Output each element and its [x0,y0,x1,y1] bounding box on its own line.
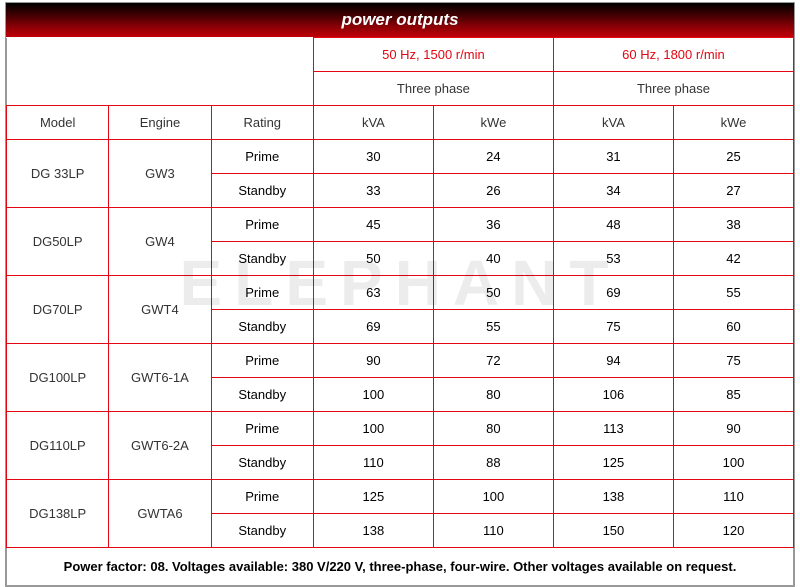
value-cell: 100 [433,480,553,514]
model-cell: DG110LP [7,412,109,480]
value-cell: 38 [673,208,793,242]
engine-cell: GW4 [109,208,211,276]
engine-cell: GWT4 [109,276,211,344]
value-cell: 34 [553,174,673,208]
value-cell: 60 [673,310,793,344]
value-cell: 125 [313,480,433,514]
value-cell: 63 [313,276,433,310]
rating-cell: Standby [211,242,313,276]
value-cell: 30 [313,140,433,174]
rating-cell: Prime [211,208,313,242]
rating-cell: Standby [211,446,313,480]
value-cell: 42 [673,242,793,276]
value-cell: 72 [433,344,553,378]
rating-cell: Standby [211,310,313,344]
value-cell: 100 [313,378,433,412]
value-cell: 55 [673,276,793,310]
value-cell: 69 [313,310,433,344]
rating-cell: Prime [211,412,313,446]
engine-cell: GWT6-1A [109,344,211,412]
rating-cell: Standby [211,378,313,412]
model-cell: DG100LP [7,344,109,412]
engine-cell: GWT6-2A [109,412,211,480]
value-cell: 85 [673,378,793,412]
value-cell: 36 [433,208,553,242]
value-cell: 50 [433,276,553,310]
value-cell: 94 [553,344,673,378]
value-cell: 138 [553,480,673,514]
value-cell: 31 [553,140,673,174]
col-kwe-60: kWe [673,106,793,140]
blank-header [7,38,314,106]
value-cell: 100 [673,446,793,480]
value-cell: 138 [313,514,433,548]
rating-cell: Prime [211,480,313,514]
col-model: Model [7,106,109,140]
col-engine: Engine [109,106,211,140]
value-cell: 90 [673,412,793,446]
value-cell: 106 [553,378,673,412]
value-cell: 100 [313,412,433,446]
value-cell: 53 [553,242,673,276]
value-cell: 110 [313,446,433,480]
value-cell: 125 [553,446,673,480]
power-outputs-table: 50 Hz, 1500 r/min 60 Hz, 1800 r/min Thre… [6,37,794,586]
footer-row: Power factor: 08. Voltages available: 38… [7,548,794,586]
table-row: DG70LPGWT4Prime63506955 [7,276,794,310]
value-cell: 25 [673,140,793,174]
value-cell: 110 [433,514,553,548]
table-row: DG50LPGW4Prime45364838 [7,208,794,242]
rating-cell: Standby [211,514,313,548]
model-cell: DG 33LP [7,140,109,208]
value-cell: 33 [313,174,433,208]
table-row: DG100LPGWT6-1APrime90729475 [7,344,794,378]
value-cell: 55 [433,310,553,344]
phase-60: Three phase [553,72,793,106]
col-kva-50: kVA [313,106,433,140]
engine-cell: GWTA6 [109,480,211,548]
col-kva-60: kVA [553,106,673,140]
phase-50: Three phase [313,72,553,106]
value-cell: 40 [433,242,553,276]
value-cell: 50 [313,242,433,276]
table-container: power outputs 50 Hz, 1500 r/min 60 Hz, 1… [5,2,795,587]
table-row: DG110LPGWT6-2APrime1008011390 [7,412,794,446]
header-row-1: 50 Hz, 1500 r/min 60 Hz, 1800 r/min [7,38,794,72]
freq-50hz: 50 Hz, 1500 r/min [313,38,553,72]
freq-60hz: 60 Hz, 1800 r/min [553,38,793,72]
engine-cell: GW3 [109,140,211,208]
rating-cell: Prime [211,140,313,174]
value-cell: 48 [553,208,673,242]
col-rating: Rating [211,106,313,140]
value-cell: 75 [673,344,793,378]
rating-cell: Prime [211,344,313,378]
value-cell: 90 [313,344,433,378]
title-bar: power outputs [6,3,794,37]
model-cell: DG50LP [7,208,109,276]
table-row: DG 33LPGW3Prime30243125 [7,140,794,174]
value-cell: 27 [673,174,793,208]
footer-note: Power factor: 08. Voltages available: 38… [7,548,794,586]
value-cell: 26 [433,174,553,208]
value-cell: 24 [433,140,553,174]
value-cell: 150 [553,514,673,548]
model-cell: DG138LP [7,480,109,548]
value-cell: 80 [433,412,553,446]
value-cell: 120 [673,514,793,548]
value-cell: 45 [313,208,433,242]
value-cell: 88 [433,446,553,480]
title-text: power outputs [341,10,458,29]
value-cell: 69 [553,276,673,310]
header-row-3: Model Engine Rating kVA kWe kVA kWe [7,106,794,140]
rating-cell: Standby [211,174,313,208]
table-row: DG138LPGWTA6Prime125100138110 [7,480,794,514]
model-cell: DG70LP [7,276,109,344]
col-kwe-50: kWe [433,106,553,140]
rating-cell: Prime [211,276,313,310]
value-cell: 110 [673,480,793,514]
value-cell: 75 [553,310,673,344]
value-cell: 113 [553,412,673,446]
value-cell: 80 [433,378,553,412]
